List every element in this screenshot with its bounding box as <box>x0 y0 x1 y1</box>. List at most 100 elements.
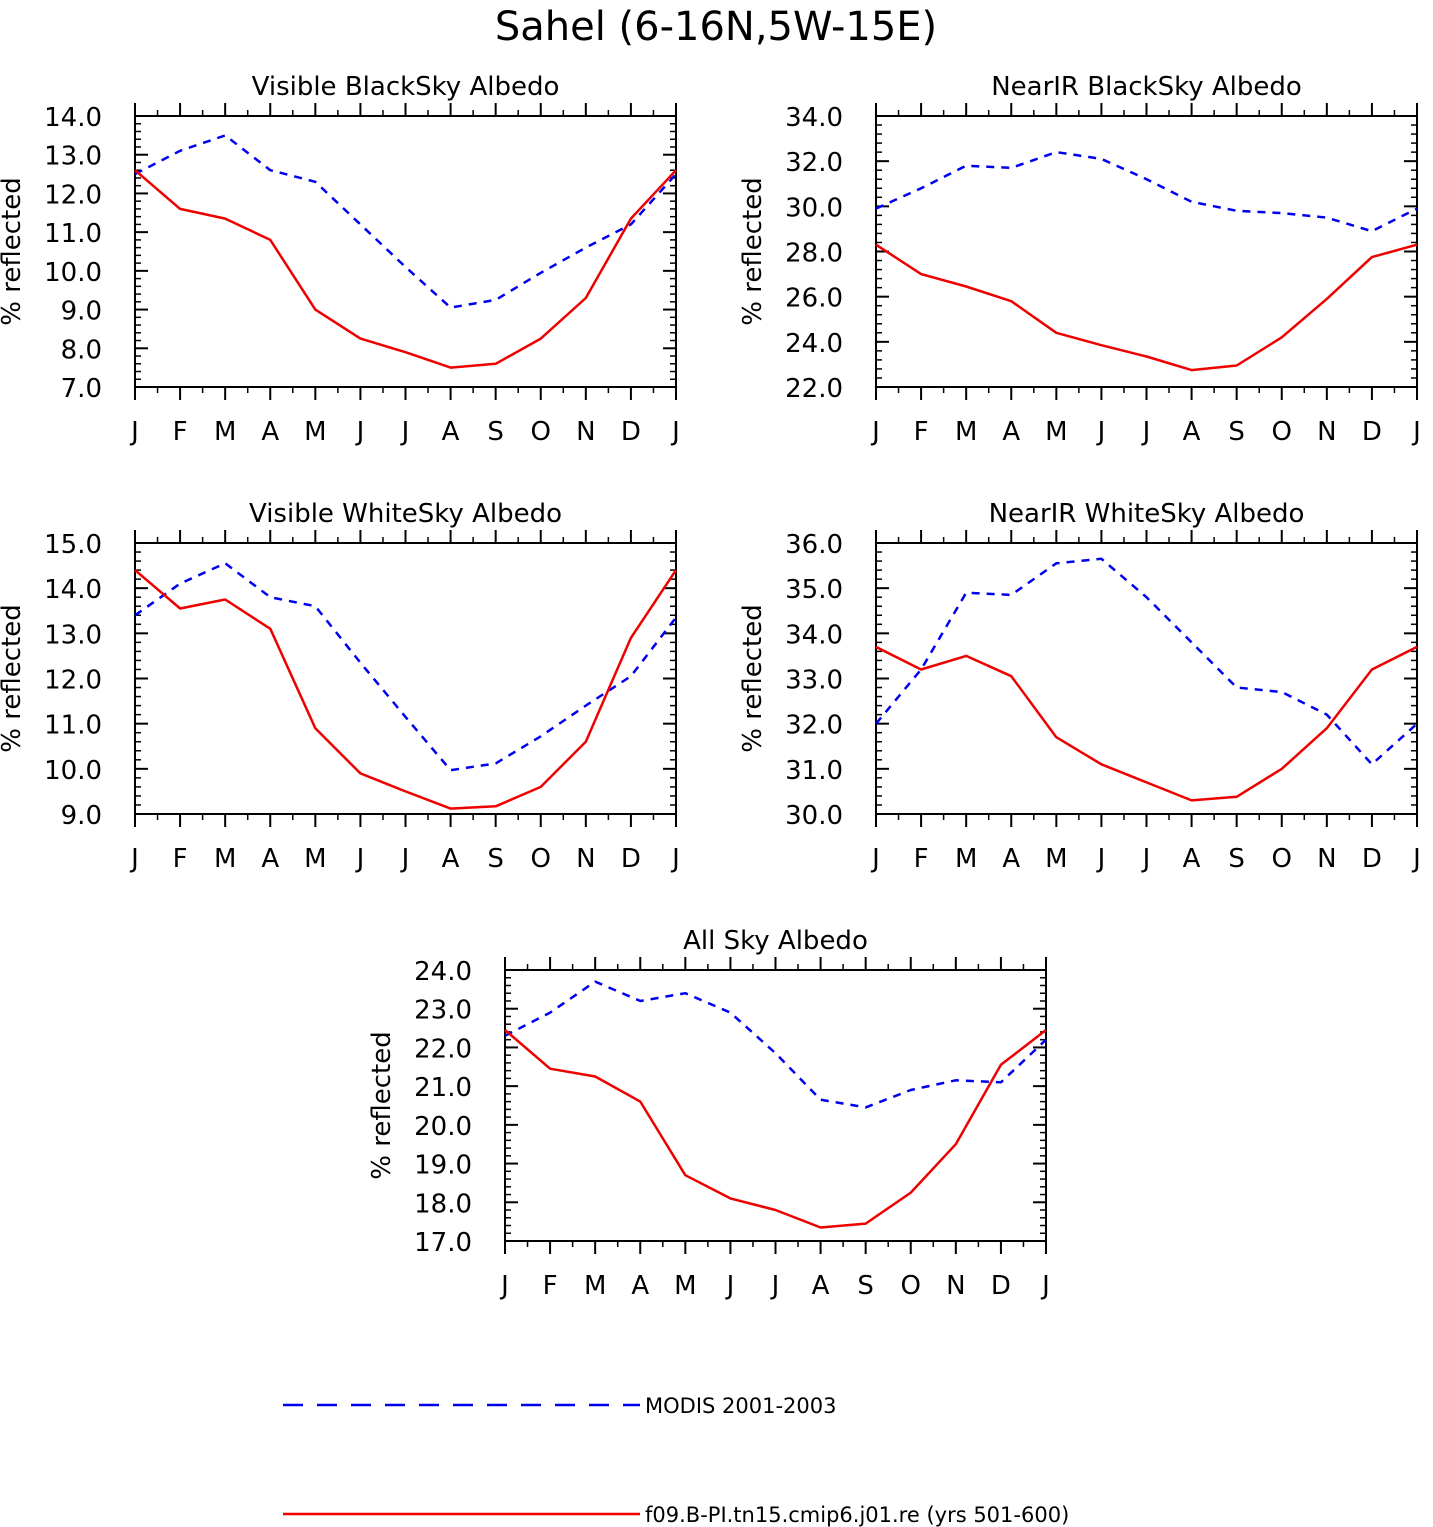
x-tick-label: J <box>400 844 410 874</box>
y-tick-label: 24.0 <box>414 957 472 987</box>
x-tick-label: A <box>1002 417 1020 447</box>
x-tick-label: F <box>914 417 929 447</box>
y-tick-label: 15.0 <box>44 530 102 560</box>
y-tick-label: 34.0 <box>785 620 843 650</box>
y-tick-label: 8.0 <box>61 335 102 365</box>
x-tick-label: J <box>400 417 410 447</box>
y-tick-label: 17.0 <box>414 1228 472 1258</box>
plot-frame <box>134 115 677 388</box>
y-tick-label: 14.0 <box>44 103 102 133</box>
y-axis-label: % reflected <box>0 177 27 325</box>
y-tick-label: 28.0 <box>785 239 843 269</box>
x-tick-label: M <box>1045 844 1067 874</box>
y-tick-label: 36.0 <box>785 530 843 560</box>
panel-title: Visible WhiteSky Albedo <box>249 499 562 529</box>
y-axis-label: % reflected <box>367 1031 397 1179</box>
y-tick-label: 9.0 <box>61 801 102 831</box>
x-tick-label: J <box>670 844 680 874</box>
legend-modis-label: MODIS 2001-2003 <box>645 1394 836 1418</box>
y-tick-label: 30.0 <box>785 801 843 831</box>
x-tick-label: J <box>725 1271 735 1301</box>
y-tick-label: 24.0 <box>785 329 843 359</box>
y-tick-label: 22.0 <box>414 1034 472 1064</box>
y-axis-label: % reflected <box>738 604 768 752</box>
x-tick-label: M <box>955 844 977 874</box>
panel-title: NearIR WhiteSky Albedo <box>989 499 1305 529</box>
x-tick-label: O <box>901 1271 921 1301</box>
series-line-model <box>875 645 1418 802</box>
x-tick-label: M <box>304 844 326 874</box>
y-tick-label: 11.0 <box>44 219 102 249</box>
x-tick-label: A <box>1002 844 1020 874</box>
x-tick-label: M <box>584 1271 606 1301</box>
x-tick-label: M <box>214 417 236 447</box>
x-tick-label: J <box>670 417 680 447</box>
x-tick-label: N <box>576 417 595 447</box>
series-line-modis <box>875 557 1418 766</box>
y-tick-label: 10.0 <box>44 756 102 786</box>
x-tick-label: J <box>1411 417 1421 447</box>
x-tick-label: J <box>355 844 365 874</box>
x-tick-label: F <box>173 844 188 874</box>
y-tick-label: 23.0 <box>414 996 472 1026</box>
x-tick-label: S <box>857 1271 874 1301</box>
x-tick-label: J <box>499 1271 509 1301</box>
y-tick-label: 22.0 <box>785 374 843 404</box>
x-tick-label: N <box>576 844 595 874</box>
x-tick-label: J <box>870 844 880 874</box>
figure-title: Sahel (6-16N,5W-15E) <box>495 4 937 50</box>
x-tick-label: J <box>870 417 880 447</box>
panel-title: Visible BlackSky Albedo <box>252 72 560 102</box>
y-tick-label: 34.0 <box>785 103 843 133</box>
series-line-modis <box>504 980 1047 1109</box>
x-tick-label: J <box>1411 844 1421 874</box>
x-tick-label: M <box>674 1271 696 1301</box>
x-tick-label: J <box>1040 1271 1050 1301</box>
x-tick-label: D <box>621 844 641 874</box>
x-tick-label: J <box>129 844 139 874</box>
plot-frame <box>504 969 1047 1242</box>
y-tick-label: 14.0 <box>44 575 102 605</box>
y-tick-label: 33.0 <box>785 666 843 696</box>
x-tick-label: J <box>355 417 365 447</box>
x-tick-label: S <box>1228 417 1245 447</box>
legend-model-label: f09.B-PI.tn15.cmip6.j01.re (yrs 501-600) <box>645 1503 1069 1527</box>
y-tick-label: 20.0 <box>414 1112 472 1142</box>
x-tick-label: J <box>1096 844 1106 874</box>
y-tick-label: 35.0 <box>785 575 843 605</box>
x-tick-label: M <box>955 417 977 447</box>
x-tick-label: S <box>1228 844 1245 874</box>
y-tick-label: 11.0 <box>44 711 102 741</box>
series-line-modis <box>875 150 1418 233</box>
x-tick-label: M <box>304 417 326 447</box>
x-tick-label: F <box>543 1271 558 1301</box>
y-tick-label: 26.0 <box>785 284 843 314</box>
x-tick-label: O <box>531 417 551 447</box>
x-tick-label: J <box>129 417 139 447</box>
x-tick-label: S <box>487 844 504 874</box>
x-tick-label: J <box>1141 417 1151 447</box>
x-tick-label: M <box>1045 417 1067 447</box>
x-tick-label: S <box>487 417 504 447</box>
x-tick-label: A <box>1183 844 1201 874</box>
y-tick-label: 18.0 <box>414 1189 472 1219</box>
x-tick-label: A <box>261 844 279 874</box>
y-tick-label: 31.0 <box>785 756 843 786</box>
plot-frame <box>134 542 677 815</box>
x-tick-label: D <box>1362 844 1382 874</box>
panel-title: NearIR BlackSky Albedo <box>991 72 1302 102</box>
x-tick-label: N <box>946 1271 965 1301</box>
x-tick-label: D <box>991 1271 1011 1301</box>
panel-title: All Sky Albedo <box>683 926 868 956</box>
x-tick-label: J <box>1141 844 1151 874</box>
y-tick-label: 30.0 <box>785 193 843 223</box>
y-tick-label: 32.0 <box>785 711 843 741</box>
y-tick-label: 7.0 <box>61 374 102 404</box>
x-tick-label: J <box>770 1271 780 1301</box>
x-tick-label: O <box>531 844 551 874</box>
plot-frame <box>875 115 1418 388</box>
